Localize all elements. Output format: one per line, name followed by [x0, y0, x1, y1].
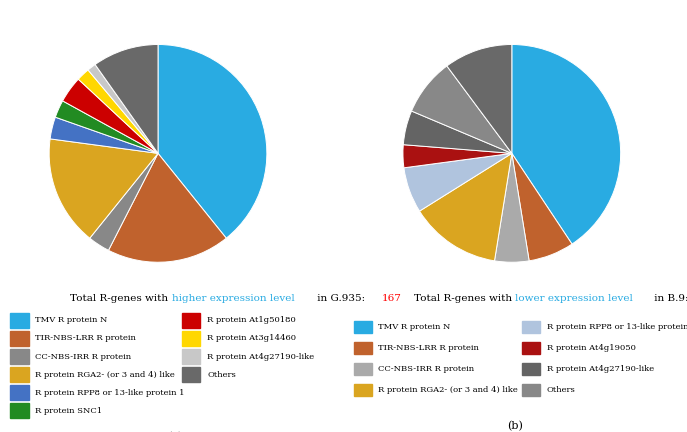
Text: R protein At1g50180: R protein At1g50180 — [207, 316, 296, 324]
Text: R protein RGA2- (or 3 and 4) like: R protein RGA2- (or 3 and 4) like — [379, 386, 518, 394]
Text: in B.9:: in B.9: — [651, 294, 687, 302]
Text: R protein SNC1: R protein SNC1 — [36, 407, 102, 415]
Wedge shape — [78, 70, 158, 153]
Text: TMV R protein N: TMV R protein N — [379, 323, 451, 331]
Wedge shape — [50, 117, 158, 153]
Text: TIR-NBS-LRR R protein: TIR-NBS-LRR R protein — [379, 344, 480, 352]
Bar — [182, 331, 201, 346]
Text: TMV R protein N: TMV R protein N — [36, 316, 108, 324]
Text: R protein RGA2- (or 3 and 4) like: R protein RGA2- (or 3 and 4) like — [36, 371, 175, 378]
Text: R protein At3g14460: R protein At3g14460 — [207, 334, 296, 343]
Text: R protein At4g27190-like: R protein At4g27190-like — [207, 353, 314, 361]
Bar — [354, 363, 372, 375]
Wedge shape — [403, 145, 512, 168]
Bar — [354, 342, 372, 354]
Bar — [10, 313, 29, 328]
Bar — [182, 313, 201, 328]
Wedge shape — [404, 153, 512, 211]
Text: in G.935:: in G.935: — [314, 294, 368, 302]
Text: higher expression level: higher expression level — [172, 294, 295, 302]
Bar — [522, 321, 540, 334]
Wedge shape — [95, 44, 158, 153]
Bar — [354, 321, 372, 334]
Bar — [182, 367, 201, 382]
Wedge shape — [63, 79, 158, 153]
Text: R protein At4g27190-like: R protein At4g27190-like — [547, 365, 654, 373]
Text: Others: Others — [547, 386, 575, 394]
Wedge shape — [403, 111, 512, 153]
Text: Total R-genes with: Total R-genes with — [414, 294, 515, 302]
Wedge shape — [512, 153, 572, 261]
Bar — [354, 384, 372, 396]
Wedge shape — [109, 153, 226, 262]
Wedge shape — [412, 66, 512, 153]
Text: R protein At4g19050: R protein At4g19050 — [547, 344, 635, 352]
Bar — [182, 349, 201, 364]
Bar — [10, 385, 29, 400]
Bar — [522, 363, 540, 375]
Text: TIR-NBS-LRR R protein: TIR-NBS-LRR R protein — [36, 334, 136, 343]
Text: R protein RPP8 or 13-like protein 1: R protein RPP8 or 13-like protein 1 — [547, 323, 687, 331]
Bar — [522, 342, 540, 354]
Text: CC-NBS-IRR R protein: CC-NBS-IRR R protein — [36, 353, 132, 361]
Bar — [10, 367, 29, 382]
Bar — [522, 384, 540, 396]
Text: CC-NBS-IRR R protein: CC-NBS-IRR R protein — [379, 365, 475, 373]
Wedge shape — [495, 153, 529, 262]
Wedge shape — [49, 139, 158, 238]
Text: 167: 167 — [382, 294, 402, 302]
Text: Total R-genes with: Total R-genes with — [70, 294, 172, 302]
Wedge shape — [158, 44, 267, 238]
Wedge shape — [90, 153, 158, 250]
Text: (b): (b) — [507, 421, 523, 431]
Wedge shape — [56, 101, 158, 153]
Text: Others: Others — [207, 371, 236, 378]
Bar — [10, 349, 29, 364]
Bar — [10, 331, 29, 346]
Wedge shape — [447, 44, 512, 153]
Wedge shape — [512, 44, 620, 244]
Text: lower expression level: lower expression level — [515, 294, 633, 302]
Text: R protein RPP8 or 13-like protein 1: R protein RPP8 or 13-like protein 1 — [36, 389, 185, 397]
Bar — [10, 403, 29, 418]
Wedge shape — [88, 64, 158, 153]
Wedge shape — [420, 153, 512, 261]
